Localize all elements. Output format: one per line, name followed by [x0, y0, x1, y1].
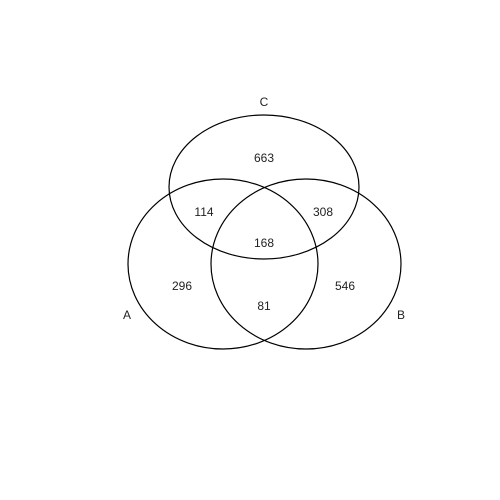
circle-b [210, 178, 402, 350]
circle-c [168, 114, 360, 260]
set-label-b: B [397, 308, 405, 322]
region-b-only-value: 546 [335, 279, 355, 293]
set-label-a: A [123, 308, 131, 322]
set-label-c: C [260, 95, 269, 109]
region-bc-value: 308 [313, 205, 333, 219]
region-ab-value: 81 [257, 299, 271, 313]
region-ac-value: 114 [194, 205, 213, 219]
circle-a [127, 178, 319, 350]
region-abc-value: 168 [254, 236, 274, 250]
region-c-only-value: 663 [254, 151, 274, 165]
region-a-only-value: 296 [172, 279, 192, 293]
